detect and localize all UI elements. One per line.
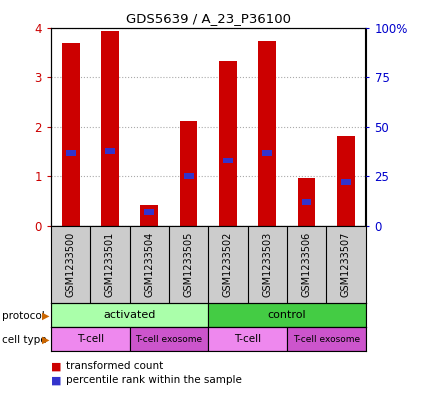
Text: T-cell: T-cell — [77, 334, 104, 344]
Bar — [144, 209, 154, 215]
Text: GSM1233505: GSM1233505 — [184, 232, 194, 298]
Bar — [341, 179, 351, 185]
Text: ▶: ▶ — [42, 310, 50, 321]
Text: percentile rank within the sample: percentile rank within the sample — [66, 375, 242, 386]
Bar — [66, 150, 76, 156]
Bar — [62, 43, 79, 226]
Text: ■: ■ — [51, 375, 62, 386]
Text: ■: ■ — [51, 361, 62, 371]
Bar — [262, 150, 272, 156]
Bar — [287, 327, 366, 351]
Bar — [51, 303, 208, 327]
Text: GSM1233506: GSM1233506 — [301, 232, 312, 298]
Title: GDS5639 / A_23_P36100: GDS5639 / A_23_P36100 — [126, 12, 291, 25]
Text: GSM1233507: GSM1233507 — [341, 232, 351, 298]
Bar — [208, 303, 366, 327]
Bar — [101, 31, 119, 226]
Bar — [223, 158, 233, 163]
Bar — [302, 199, 312, 205]
Text: T-cell exosome: T-cell exosome — [136, 335, 202, 343]
Bar — [184, 173, 193, 179]
Text: GSM1233503: GSM1233503 — [262, 232, 272, 298]
Bar — [51, 327, 130, 351]
Bar — [140, 205, 158, 226]
Text: transformed count: transformed count — [66, 361, 163, 371]
Bar — [208, 327, 287, 351]
Bar — [258, 41, 276, 226]
Text: GSM1233504: GSM1233504 — [144, 232, 154, 298]
Bar — [219, 61, 237, 226]
Text: GSM1233502: GSM1233502 — [223, 232, 233, 298]
Bar — [130, 327, 208, 351]
Text: ▶: ▶ — [42, 335, 50, 345]
Text: T-cell: T-cell — [234, 334, 261, 344]
Text: GSM1233501: GSM1233501 — [105, 232, 115, 298]
Text: protocol: protocol — [2, 310, 45, 321]
Bar — [105, 148, 115, 154]
Text: GSM1233500: GSM1233500 — [65, 232, 76, 298]
Text: control: control — [268, 310, 306, 320]
Bar — [180, 121, 198, 226]
Text: cell type: cell type — [2, 335, 47, 345]
Bar — [337, 136, 355, 226]
Text: activated: activated — [103, 310, 156, 320]
Bar — [298, 178, 315, 226]
Text: T-cell exosome: T-cell exosome — [293, 335, 360, 343]
